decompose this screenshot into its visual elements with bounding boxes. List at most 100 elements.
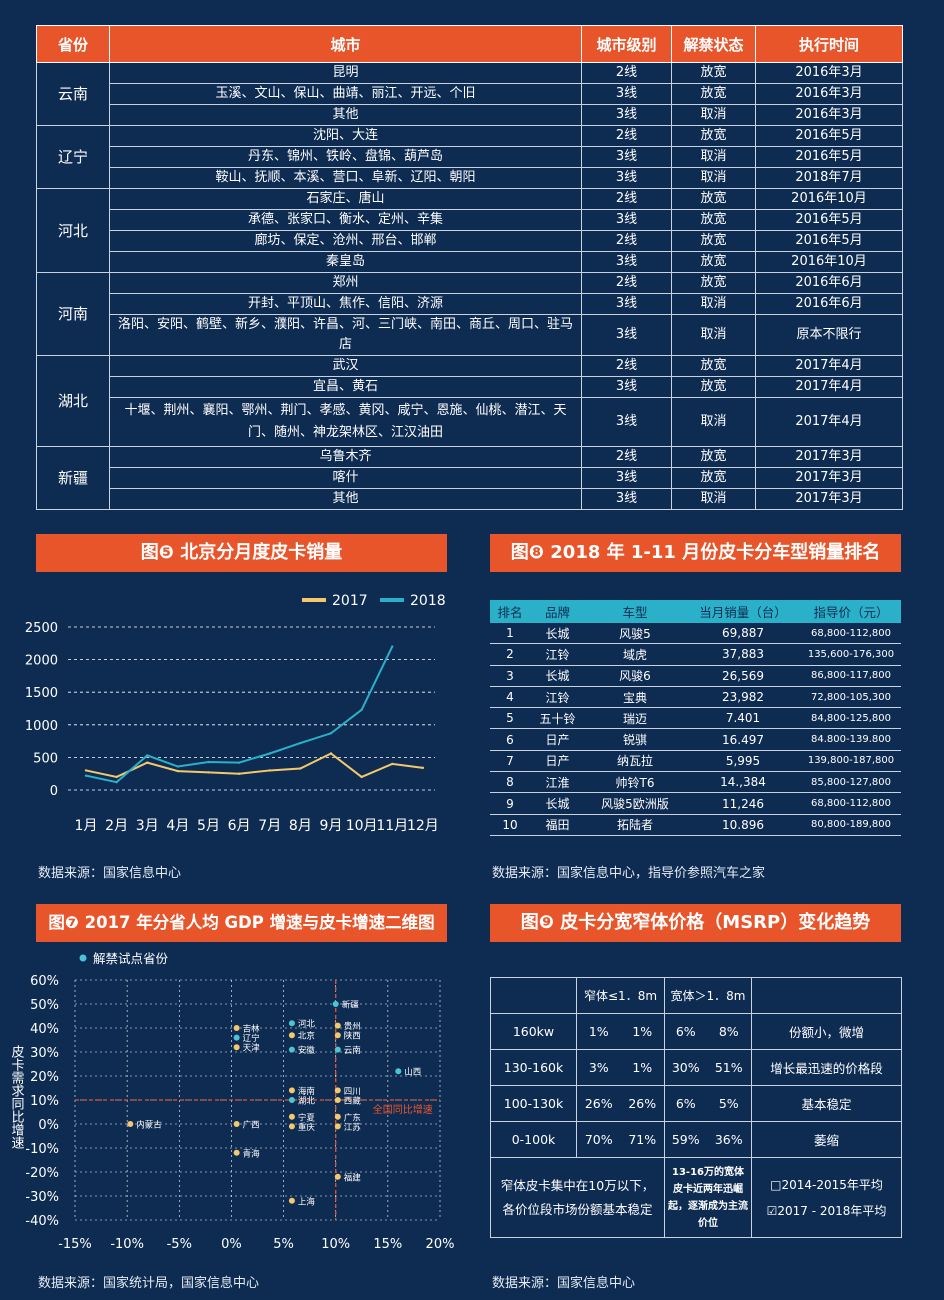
data-point xyxy=(176,769,180,773)
scatter-point xyxy=(334,1022,341,1029)
fig8-source: 数据来源：国家信息中心，指导价参照汽车之家 xyxy=(492,866,766,881)
city-cell: 秦皇岛 xyxy=(109,251,582,273)
level-cell: 2线 xyxy=(581,446,672,468)
province-cell: 新疆 xyxy=(36,446,110,510)
level-cell: 3线 xyxy=(581,83,672,105)
city-cell: 其他 xyxy=(109,104,582,126)
sales-cell: 69,887 xyxy=(685,623,801,645)
scatter-point xyxy=(334,1032,341,1039)
data-point xyxy=(268,769,271,772)
fig9-source: 数据来源：国家信息中心 xyxy=(492,1276,636,1291)
sales-cell: 14.,384 xyxy=(685,771,801,794)
y-tick-label: 1500 xyxy=(25,686,58,701)
x-tick-label: 1月 xyxy=(75,818,98,834)
ranking-table: 排名 品牌 车型 当月销量（台） 指导价（元） 1 长城 风骏5 69,887 68,800-1… xyxy=(490,600,901,836)
legend-dot xyxy=(79,954,87,962)
ranking-table-header: 排名 品牌 车型 当月销量（台） 指导价（元） xyxy=(490,600,901,623)
legend-label: 2018 xyxy=(410,593,446,609)
y-tick-label: 2000 xyxy=(25,654,58,669)
policy-row: 河北 石家庄、唐山 2线 放宽 2016年10月 xyxy=(36,188,903,273)
date-cell: 2017年3月 xyxy=(755,488,903,510)
province-cell: 辽宁 xyxy=(36,125,110,189)
data-point xyxy=(146,761,149,764)
point-label: 宁夏 xyxy=(298,1112,316,1123)
scatter-point xyxy=(395,1068,402,1075)
x-tick-label: 5% xyxy=(273,1237,294,1252)
scatter-point xyxy=(233,1044,240,1051)
status-cell: 放宽 xyxy=(671,376,756,398)
price-cell: 68,800-112,800 xyxy=(801,792,901,815)
data-point xyxy=(237,772,241,775)
narrow-1415-cell: 1% xyxy=(576,1013,621,1050)
point-label: 天津 xyxy=(243,1043,261,1054)
ranking-row: 10 福田 拓陆者 10.896 80,800-189,800 xyxy=(490,814,901,836)
province-cell: 湖北 xyxy=(36,355,110,447)
data-point xyxy=(207,760,210,764)
y-tick-label: -40% xyxy=(25,1214,59,1229)
x-tick-label: 9月 xyxy=(320,818,343,834)
level-cell: 3线 xyxy=(581,314,672,356)
point-label: 吉林 xyxy=(243,1024,261,1035)
x-tick-label: 10% xyxy=(321,1237,350,1252)
x-tick-label: -15% xyxy=(58,1237,92,1252)
date-cell: 原本不限行 xyxy=(755,314,903,356)
policy-row: 湖北 武汉 2线 放宽 2017年4月 xyxy=(36,355,903,447)
point-label: 上海 xyxy=(298,1196,316,1207)
city-cell: 洛阳、安阳、鹤壁、新乡、濮阳、许昌、河、三门峡、南田、商丘、周口、驻马店 xyxy=(109,314,582,356)
fig9-banner: 图❾ 皮卡分宽窄体价格（MSRP）变化趋势 xyxy=(490,904,901,942)
city-cell: 承德、张家口、衡水、定州、辛集 xyxy=(109,209,582,231)
rank-cell: 8 xyxy=(490,771,530,794)
scatter-point xyxy=(288,1032,295,1039)
msrp-head-wide: 宽体＞1．8m xyxy=(664,977,753,1014)
narrow-1718-cell: 1% xyxy=(620,1013,666,1050)
status-cell: 放宽 xyxy=(671,230,756,252)
status-cell: 放宽 xyxy=(671,467,756,489)
policy-row: 承德、张家口、衡水、定州、辛集 3线 放宽 2016年5月 xyxy=(37,209,903,231)
x-tick-label: 15% xyxy=(373,1237,402,1252)
city-cell: 乌鲁木齐 xyxy=(109,446,582,468)
data-point xyxy=(84,774,88,777)
city-cell: 喀什 xyxy=(109,467,582,489)
series-line-2017 xyxy=(85,752,423,779)
point-label: 江苏 xyxy=(344,1122,362,1133)
legend-2017-2018: ☑2017 - 2018年平均 xyxy=(766,1203,887,1218)
scatter-point xyxy=(233,1149,240,1156)
policy-row: 辽宁 沈阳、大连 2线 放宽 2016年5月 xyxy=(36,125,903,189)
sales-cell: 26,569 xyxy=(685,665,801,687)
policy-header-cell: 城市级别 xyxy=(581,25,672,63)
legend-label: 解禁试点省份 xyxy=(93,951,169,966)
fig7-source: 数据来源：国家统计局，国家信息中心 xyxy=(38,1276,260,1291)
brand-cell: 江淮 xyxy=(530,771,585,794)
legend-label: 2017 xyxy=(332,593,368,609)
date-cell: 2016年10月 xyxy=(755,251,903,273)
city-cell: 玉溪、文山、保山、曲靖、丽江、开远、个旧 xyxy=(109,83,582,105)
level-cell: 2线 xyxy=(581,125,672,147)
narrow-1415-cell: 70% xyxy=(576,1121,621,1158)
y-tick-label: -10% xyxy=(25,1142,59,1157)
level-cell: 2线 xyxy=(581,188,672,210)
policy-row: 其他 3线 取消 2017年3月 xyxy=(37,488,903,510)
ranking-header-cell: 排名 xyxy=(490,600,530,623)
ranking-row: 2 江铃 域虎 37,883 135,600-176,300 xyxy=(490,643,901,666)
y-tick-label: 0% xyxy=(38,1118,59,1133)
data-point xyxy=(329,752,333,755)
date-cell: 2017年3月 xyxy=(755,467,903,489)
price-band-cell: 130-160k xyxy=(490,1049,577,1086)
ranking-row: 1 长城 风骏5 69,887 68,800-112,800 xyxy=(490,623,901,645)
price-band-cell: 100-130k xyxy=(490,1085,577,1122)
brand-cell: 日产 xyxy=(530,750,585,773)
x-tick-label: 4月 xyxy=(166,818,189,834)
fig7-banner: 图❼ 2017 年分省人均 GDP 增速与皮卡增速二维图 xyxy=(36,904,447,942)
price-cell: 86,800-117,800 xyxy=(801,665,901,687)
msrp-note-row: 窄体皮卡集中在10万以下，各价位段市场份额基本稳定 13-16万的宽体皮卡近两年迅… xyxy=(489,1157,903,1238)
scatter-point xyxy=(288,1087,295,1094)
date-cell: 2016年6月 xyxy=(755,272,903,294)
msrp-row: 0-100k 70% 71% 59% 36% 萎缩 xyxy=(490,1121,903,1158)
point-label: 广西 xyxy=(243,1120,260,1131)
y-axis-label: 皮卡需求同比增速 xyxy=(9,1045,25,1149)
brand-cell: 福田 xyxy=(530,814,585,836)
scatter-point xyxy=(288,1020,295,1027)
date-cell: 2016年5月 xyxy=(755,146,903,168)
scatter-point xyxy=(127,1121,134,1127)
model-cell: 风骏5 xyxy=(585,623,685,645)
